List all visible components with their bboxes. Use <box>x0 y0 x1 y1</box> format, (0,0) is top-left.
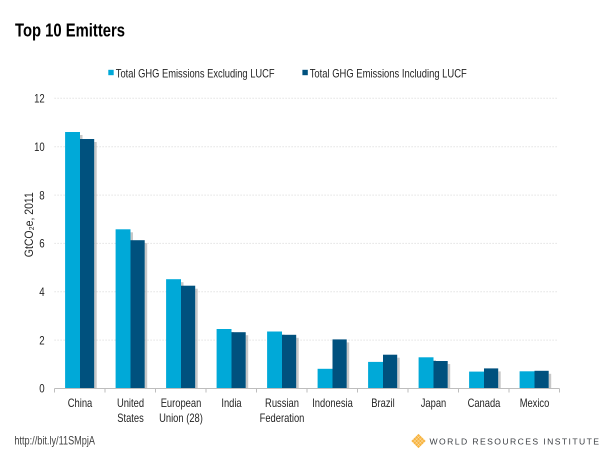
svg-text:8: 8 <box>39 188 45 202</box>
svg-text:Federation: Federation <box>260 411 305 425</box>
svg-text:Japan: Japan <box>421 396 447 410</box>
svg-text:4: 4 <box>39 285 45 299</box>
svg-text:Indonesia: Indonesia <box>312 396 353 410</box>
svg-text:12: 12 <box>34 92 45 106</box>
svg-text:6: 6 <box>39 237 45 251</box>
svg-text:States: States <box>117 411 144 425</box>
svg-text:0: 0 <box>39 382 45 396</box>
svg-text:Total GHG Emissions Including: Total GHG Emissions Including LUCF <box>310 66 467 80</box>
svg-text:WORLD RESOURCES INSTITUTE: WORLD RESOURCES INSTITUTE <box>430 437 602 447</box>
svg-text:Union (28): Union (28) <box>159 411 203 425</box>
svg-text:Russian: Russian <box>265 396 299 410</box>
svg-text:10: 10 <box>34 140 45 154</box>
svg-text:Mexico: Mexico <box>520 396 550 410</box>
svg-text:Canada: Canada <box>468 396 501 410</box>
svg-text:European: European <box>161 396 202 410</box>
svg-text:China: China <box>68 396 93 410</box>
svg-text:United: United <box>117 396 144 410</box>
svg-text:Total GHG Emissions Excluding: Total GHG Emissions Excluding LUCF <box>116 66 275 80</box>
svg-text:http://bit.ly/11SMpjA: http://bit.ly/11SMpjA <box>14 434 95 448</box>
svg-text:GtCO₂e, 2011: GtCO₂e, 2011 <box>22 192 36 257</box>
svg-text:2: 2 <box>39 333 45 347</box>
svg-text:Brazil: Brazil <box>371 396 394 410</box>
svg-text:India: India <box>221 396 242 410</box>
svg-text:Top 10 Emitters: Top 10 Emitters <box>15 21 125 41</box>
